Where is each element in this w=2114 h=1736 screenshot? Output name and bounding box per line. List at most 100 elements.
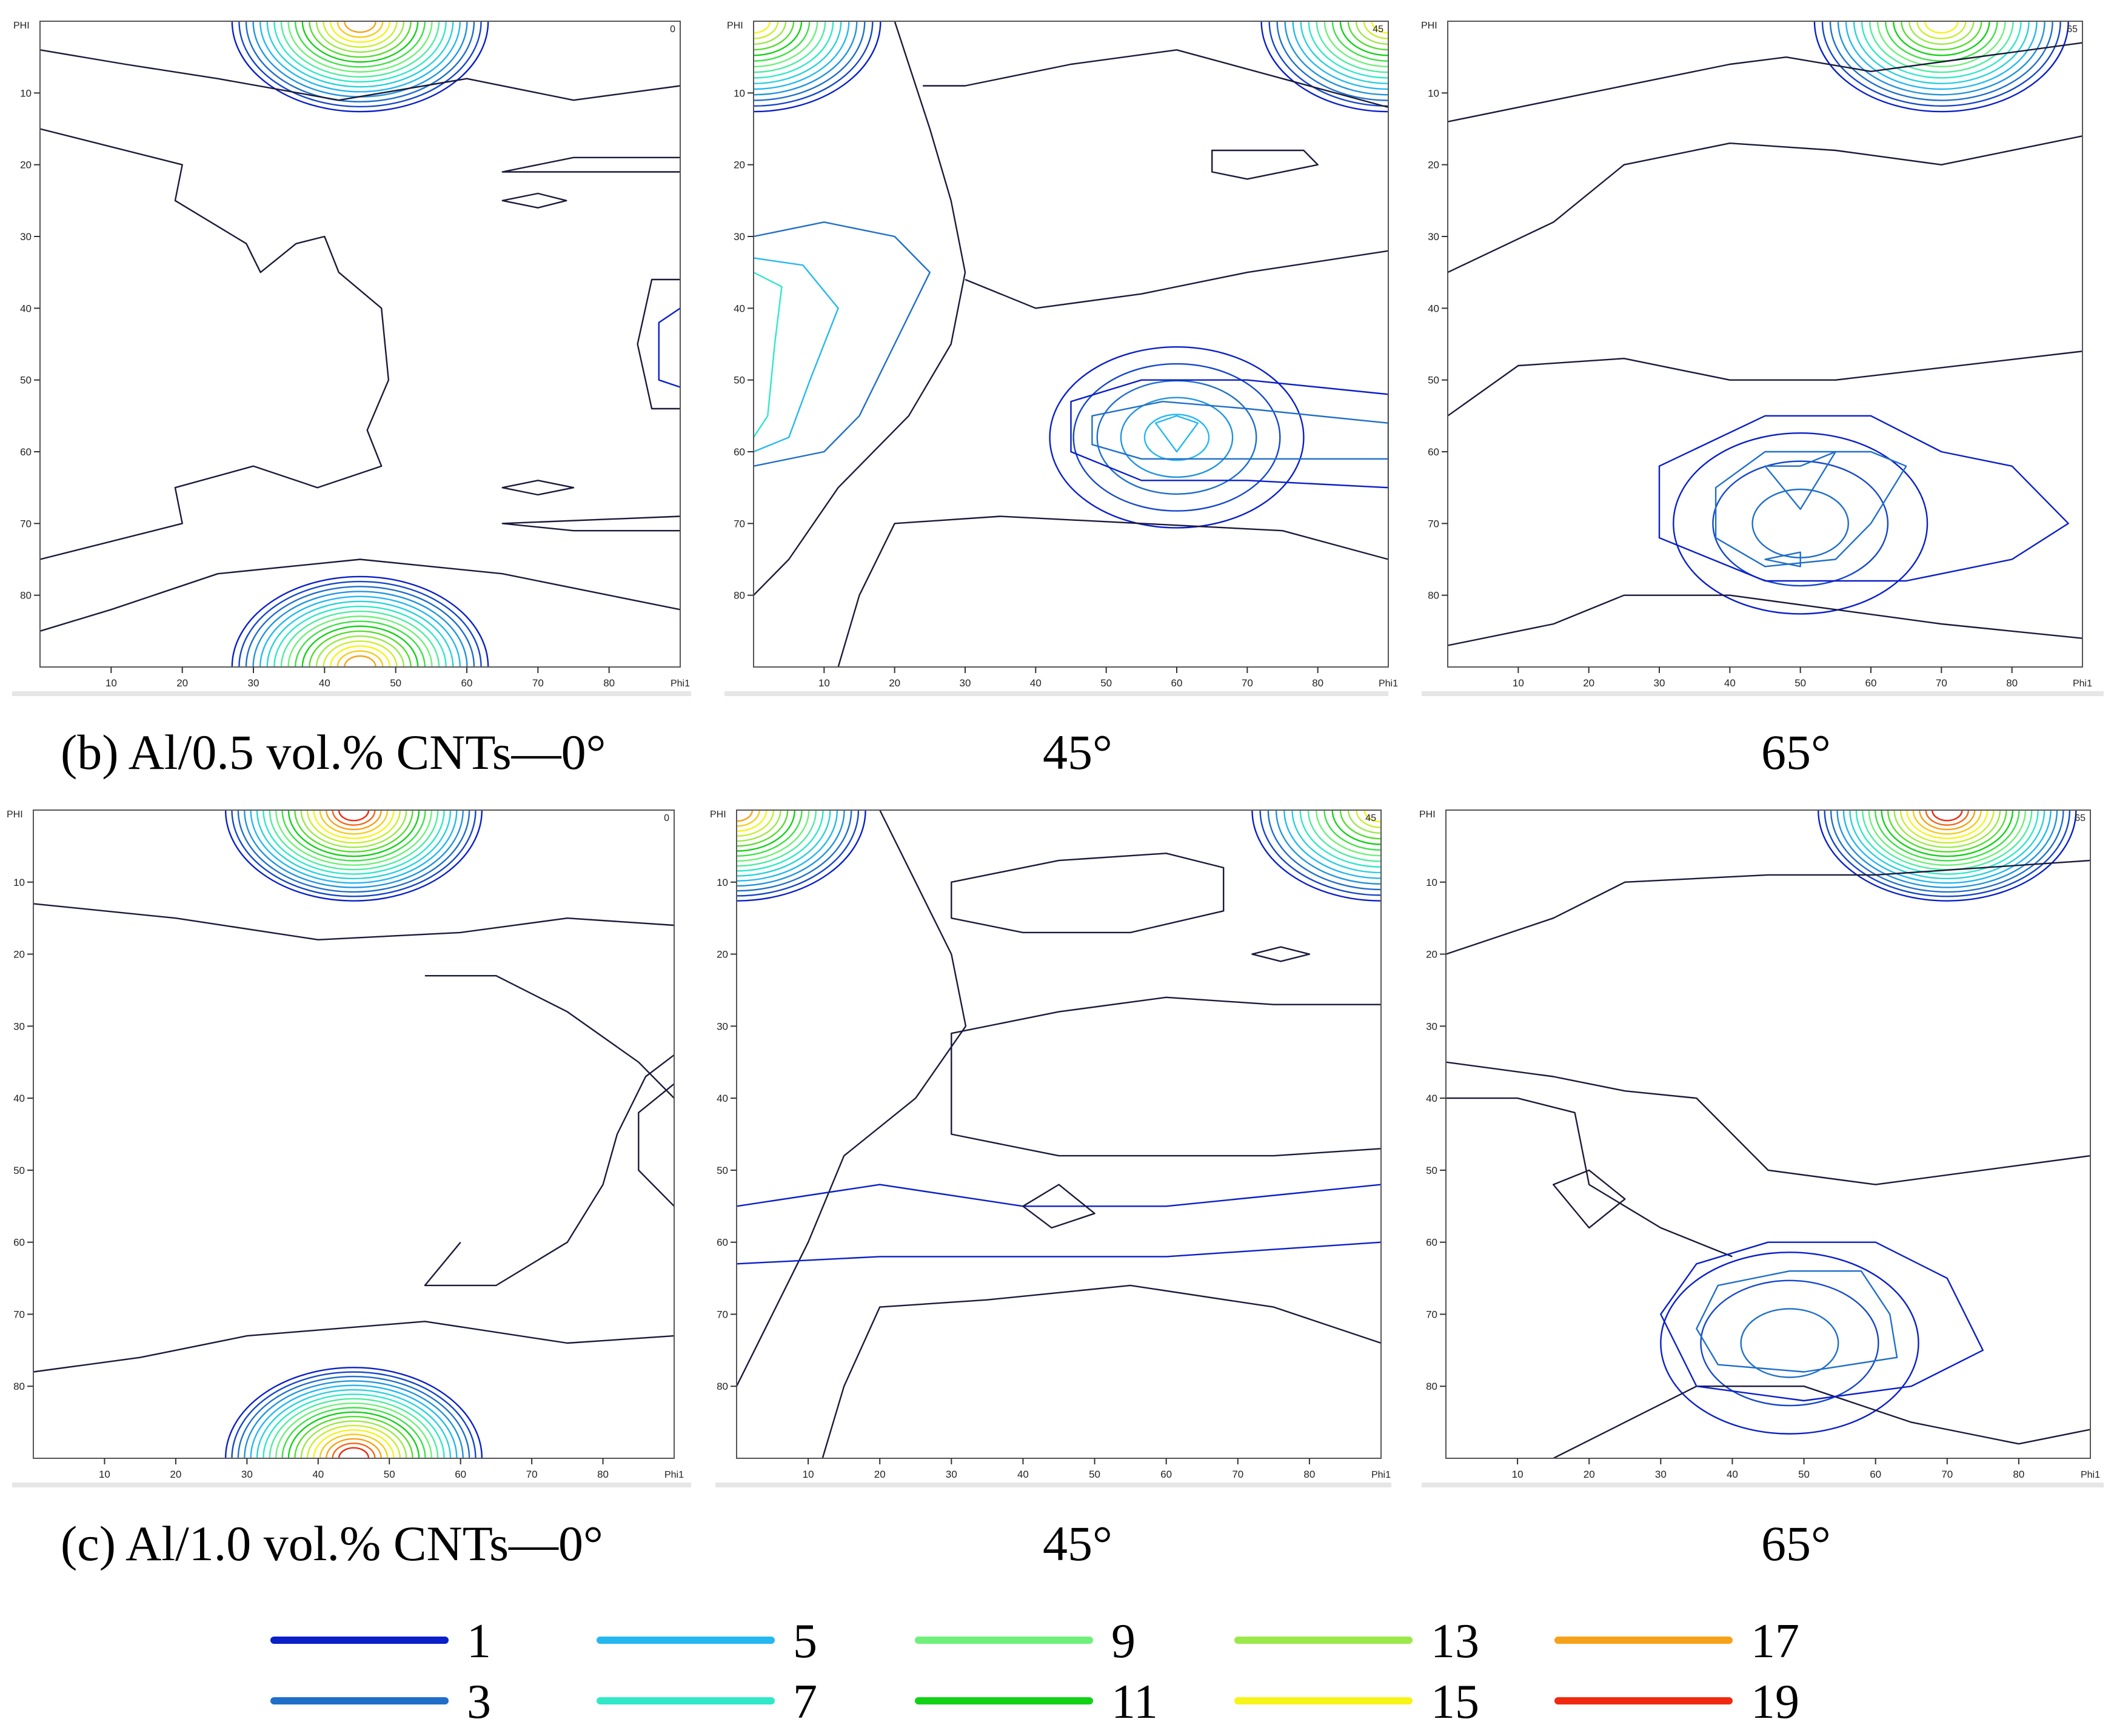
contour-line-7 <box>1022 1184 1095 1229</box>
y-tick-label: 60 <box>1426 1237 1437 1248</box>
x-tick-label: 60 <box>1171 677 1183 689</box>
contour-line-3 <box>501 156 680 173</box>
peak-contour-0-19 <box>1931 810 1963 822</box>
peak-contour-0-15 <box>1906 810 1989 839</box>
y-tick-label: 80 <box>1426 1381 1437 1392</box>
y-tick-label: 40 <box>1426 1093 1437 1104</box>
caption-b-45: 45° <box>1043 725 1112 780</box>
y-tick-label: 50 <box>1428 375 1439 386</box>
x-tick-label: 40 <box>1724 677 1736 689</box>
peak-contour-0-1 <box>1813 21 2069 113</box>
peak-contour-0-8 <box>280 21 440 78</box>
x-tick-label: 60 <box>455 1469 466 1480</box>
y-tick-label: 70 <box>717 1309 728 1320</box>
contour-line-3 <box>1553 1385 2090 1458</box>
peak-contour-2-1 <box>1049 346 1305 529</box>
peak-contour-0-1 <box>1818 810 2077 902</box>
y-tick-label: 50 <box>1426 1165 1437 1176</box>
peak-contour-1-14 <box>306 1424 401 1458</box>
plot-frame <box>753 21 1389 668</box>
peak-contour-1-1 <box>1673 432 1928 615</box>
peak-contour-1-2 <box>238 580 482 667</box>
contour-layer <box>33 810 674 1458</box>
peak-contour-1-18 <box>332 1443 376 1458</box>
x-tick-label: 60 <box>1865 677 1877 689</box>
contour-line-4 <box>1658 415 2069 582</box>
x-tick-label: 10 <box>818 677 830 689</box>
contour-line-7 <box>1764 551 1801 568</box>
contour-line-6 <box>1251 946 1311 962</box>
caption-b-0: (b) Al/0.5 vol.% CNTs—0° <box>61 725 606 780</box>
x-tick-label: 30 <box>960 677 971 689</box>
legend-label-17: 17 <box>1751 1615 1799 1668</box>
x-axis-label: Phi1 <box>2073 679 2092 689</box>
peak-contour-1-17 <box>344 655 376 667</box>
contour-line-6 <box>1764 451 1837 510</box>
x-tick-label: 10 <box>1513 677 1524 689</box>
peak-contour-1-4 <box>244 1380 464 1458</box>
contour-line-5 <box>501 192 567 209</box>
y-tick-label: 40 <box>734 303 745 314</box>
y-tick-label: 70 <box>1428 518 1439 529</box>
peak-contour-0-6 <box>266 21 454 88</box>
caption-c-65: 65° <box>1761 1516 1831 1571</box>
y-tick-label: 50 <box>20 375 32 386</box>
x-tick-label: 70 <box>1941 1469 1953 1480</box>
y-tick-label: 30 <box>734 231 745 243</box>
contour-line-6 <box>501 480 575 496</box>
plot-frame <box>1447 21 2083 668</box>
y-tick-label: 60 <box>1428 446 1439 458</box>
x-axis-label: Phi1 <box>671 679 690 689</box>
contour-line-4 <box>501 515 680 532</box>
contour-line-0 <box>40 128 390 560</box>
peak-contour-1-6 <box>256 1389 452 1458</box>
peak-contour-2-4 <box>1120 397 1234 478</box>
y-tick-label: 70 <box>734 518 745 529</box>
section-label: 45 <box>1373 24 1383 35</box>
peak-contour-0-17 <box>344 21 376 33</box>
peak-contour-1-5 <box>259 595 461 667</box>
peak-contour-0-1 <box>231 21 489 113</box>
x-tick-label: 50 <box>1795 677 1806 689</box>
y-tick-label: 20 <box>20 159 32 171</box>
odf-panel-c-45: 10 20 30 40 50 60 70 80 10 20 30 40 50 60 70 80 PHI Phi1 4… <box>710 809 1391 1487</box>
peak-contour-1-13 <box>315 635 405 667</box>
peak-contour-1-1 <box>224 1367 483 1458</box>
peak-contour-1-15 <box>313 1429 395 1458</box>
x-tick-label: 40 <box>1030 677 1042 689</box>
x-axis-label: Phi1 <box>1379 679 1398 689</box>
y-tick-label: 60 <box>717 1237 728 1248</box>
peak-contour-1-12 <box>294 1416 413 1458</box>
contour-line-3 <box>424 1054 674 1287</box>
y-tick-label: 50 <box>717 1165 728 1176</box>
contour-line-3 <box>837 515 1388 667</box>
peak-contour-0-1 <box>224 810 483 902</box>
x-tick-label: 70 <box>1232 1469 1243 1480</box>
odf-panel-b-0: 10 20 30 40 50 60 70 80 10 20 30 40 50 60 70 80 PHI Phi1 0 <box>12 21 691 696</box>
x-tick-label: 80 <box>597 1469 609 1480</box>
contour-line-7 <box>637 278 680 410</box>
y-tick-label: 80 <box>1428 590 1439 602</box>
x-tick-label: 20 <box>874 1469 886 1480</box>
y-tick-label: 60 <box>734 446 745 458</box>
peak-contour-1-3 <box>237 1375 470 1458</box>
peak-contour-0-10 <box>1885 21 1998 62</box>
peak-contour-0-4 <box>1837 21 2045 96</box>
y-tick-label: 20 <box>1428 159 1439 171</box>
peak-contour-0-4 <box>244 810 464 888</box>
x-tick-label: 70 <box>532 677 544 689</box>
legend-label-5: 5 <box>793 1615 817 1668</box>
peak-contour-0-6 <box>1853 21 2030 84</box>
y-tick-label: 20 <box>13 949 25 960</box>
y-tick-label: 10 <box>1426 877 1437 888</box>
peak-contour-1-2 <box>1712 460 1889 587</box>
odf-panel-b-65: 10 20 30 40 50 60 70 80 10 20 30 40 50 60 70 80 PHI Phi1 6… <box>1421 21 2104 696</box>
peak-contour-0-18 <box>1925 810 1970 826</box>
odf-panel-b-45: 10 20 30 40 50 60 70 80 10 20 30 40 50 60 70 80 PHI Phi1 4… <box>724 21 1398 696</box>
peak-contour-1-2 <box>1700 1279 1879 1407</box>
x-tick-label: 80 <box>2006 677 2018 689</box>
contour-line-0 <box>754 21 966 596</box>
peak-contour-1-17 <box>326 1438 382 1458</box>
